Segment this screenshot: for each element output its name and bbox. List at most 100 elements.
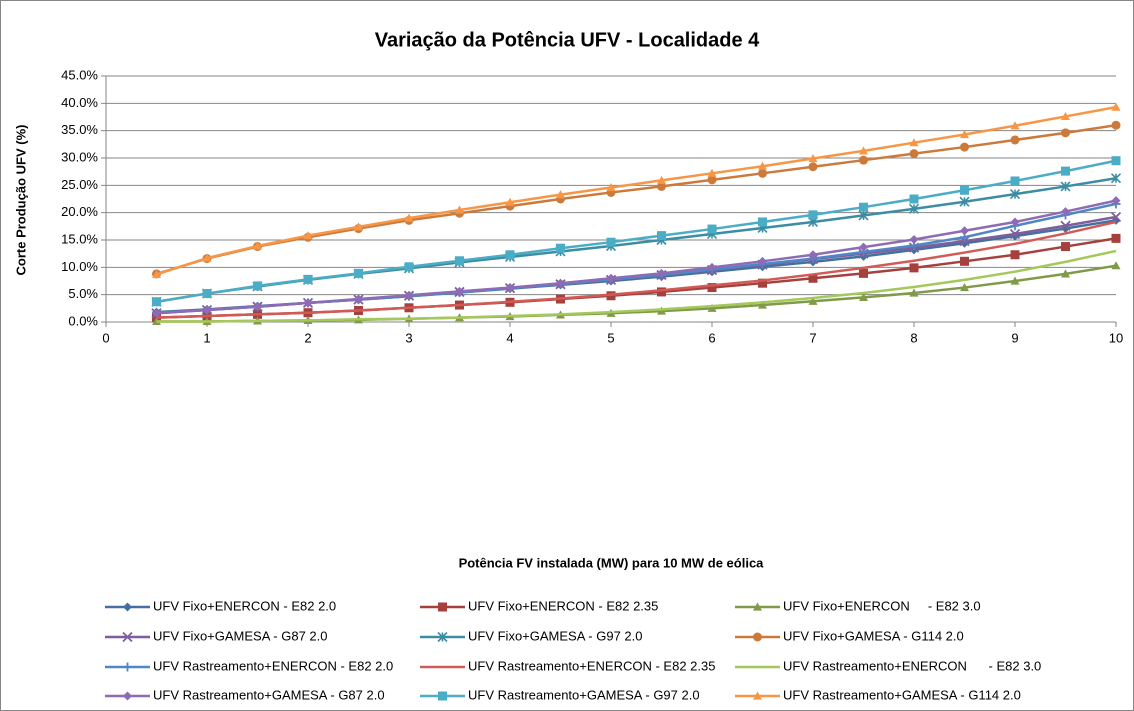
data-point xyxy=(1061,166,1070,176)
data-point xyxy=(909,263,919,273)
data-point xyxy=(455,256,464,266)
data-point xyxy=(707,283,717,293)
data-point xyxy=(354,268,363,278)
data-point xyxy=(1010,217,1020,227)
series-line xyxy=(156,105,1117,276)
data-point xyxy=(909,149,919,159)
data-point xyxy=(505,250,515,260)
legend-label: UFV Fixo+GAMESA - G87 2.0 xyxy=(153,628,327,643)
data-point xyxy=(909,288,919,297)
y-tick-label: 45.0% xyxy=(61,67,98,82)
data-point xyxy=(707,262,717,272)
data-point xyxy=(1010,176,1020,186)
data-point xyxy=(960,226,969,236)
data-point xyxy=(1009,189,1021,200)
data-point xyxy=(859,268,868,278)
data-point xyxy=(253,281,262,291)
x-tick-label: 0 xyxy=(102,330,109,345)
data-point xyxy=(404,262,414,272)
legend-marker xyxy=(753,691,762,700)
data-point xyxy=(505,283,515,293)
x-tick-label: 10 xyxy=(1109,330,1123,345)
data-point xyxy=(505,197,515,206)
legend-marker xyxy=(753,632,762,642)
x-tick-label: 7 xyxy=(809,330,816,345)
data-point xyxy=(606,273,616,283)
x-tick-label: 4 xyxy=(506,330,513,345)
data-point xyxy=(253,241,262,250)
data-point xyxy=(859,202,868,212)
data-point xyxy=(808,296,818,305)
data-point xyxy=(758,217,767,227)
data-point xyxy=(1111,102,1121,111)
data-point xyxy=(859,146,868,155)
y-tick-label: 20.0% xyxy=(61,204,98,219)
data-point xyxy=(858,210,869,221)
data-point xyxy=(859,292,868,301)
x-axis-title: Potência FV instalada (MW) para 10 MW de… xyxy=(459,555,765,570)
legend-label: UFV Rastreamento+GAMESA - G97 2.0 xyxy=(468,687,700,702)
data-point xyxy=(808,273,818,283)
data-point xyxy=(404,290,414,300)
legend-marker xyxy=(438,602,447,612)
legend-marker xyxy=(122,631,133,643)
legend-marker xyxy=(123,602,132,612)
y-tick-label: 10.0% xyxy=(61,259,98,274)
series-line xyxy=(156,159,1117,304)
data-point xyxy=(707,224,717,234)
y-axis-title: Corte Produção UFV (%) xyxy=(13,125,28,276)
data-point xyxy=(959,196,970,207)
data-point xyxy=(909,194,919,204)
legend-label: UFV Fixo+ENERCON - E82 2.0 xyxy=(153,598,336,613)
legend-marker xyxy=(437,631,448,643)
data-point xyxy=(1061,128,1070,138)
y-tick-label: 40.0% xyxy=(61,95,98,110)
data-point xyxy=(606,237,616,247)
y-tick-label: 0.0% xyxy=(68,313,98,328)
data-point xyxy=(556,243,565,253)
data-point xyxy=(859,242,868,252)
data-point xyxy=(455,286,464,296)
data-point xyxy=(303,231,313,240)
data-point xyxy=(758,300,767,309)
data-point xyxy=(1060,220,1071,231)
legend-label: UFV Rastreamento+GAMESA - G114 2.0 xyxy=(783,687,1021,702)
x-tick-label: 6 xyxy=(708,330,715,345)
y-tick-label: 5.0% xyxy=(68,286,98,301)
data-point xyxy=(657,231,666,241)
data-point xyxy=(909,138,919,147)
data-point xyxy=(808,250,818,260)
data-point xyxy=(556,190,565,199)
data-point xyxy=(657,181,666,191)
data-point xyxy=(354,294,363,304)
data-point xyxy=(960,283,969,292)
data-point xyxy=(960,256,969,266)
data-point xyxy=(1010,250,1020,260)
data-point xyxy=(758,256,767,266)
data-point xyxy=(859,155,868,165)
data-point xyxy=(707,175,717,185)
y-tick-label: 25.0% xyxy=(61,177,98,192)
data-point xyxy=(960,142,969,152)
legend-marker xyxy=(123,662,132,672)
data-point xyxy=(960,129,969,139)
data-point xyxy=(202,253,212,262)
data-point xyxy=(202,305,212,315)
data-point xyxy=(253,302,262,312)
x-tick-label: 3 xyxy=(405,330,412,345)
data-point xyxy=(758,278,767,288)
data-point xyxy=(1111,261,1121,270)
data-point xyxy=(758,161,767,170)
legend-marker xyxy=(753,602,762,611)
data-point xyxy=(1061,207,1070,217)
data-point xyxy=(152,297,161,307)
data-point xyxy=(303,274,313,284)
data-point xyxy=(1061,111,1070,121)
data-point xyxy=(1009,228,1021,240)
data-point xyxy=(657,287,666,297)
legend-label: UFV Fixo+ENERCON - E82 3.0 xyxy=(783,598,981,613)
legend-label: UFV Rastreamento+ENERCON - E82 2.35 xyxy=(468,658,715,673)
